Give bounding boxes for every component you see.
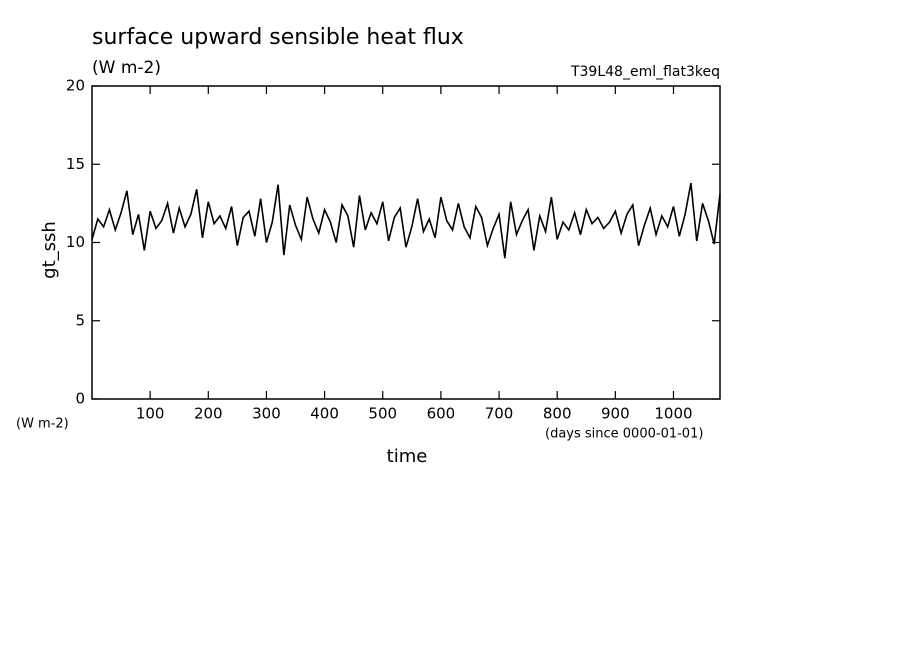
- chart-title: surface upward sensible heat flux: [92, 25, 464, 50]
- x-tick-label: 900: [601, 405, 630, 423]
- x-tick-label: 700: [485, 405, 514, 423]
- x-axis-label: time: [387, 446, 428, 467]
- data-line: [91, 182, 721, 259]
- x-tick-label: 400: [310, 405, 339, 423]
- y-tick-label: 5: [75, 311, 85, 329]
- y-tick-label: 15: [66, 155, 85, 173]
- x-tick-label: 1000: [654, 405, 692, 423]
- x-tick-label: 500: [368, 405, 397, 423]
- x-tick-label: 100: [136, 405, 165, 423]
- y-unit-label: (W m-2): [16, 417, 69, 432]
- y-axis-label: gt_ssh: [39, 221, 60, 279]
- x-tick-label: 800: [543, 405, 572, 423]
- y-tick-label: 0: [75, 390, 85, 408]
- x-tick-label: 600: [427, 405, 456, 423]
- annotation: T39L48_eml_flat3keq: [570, 64, 720, 80]
- x-tick-label: 200: [194, 405, 223, 423]
- chart-subtitle: (W m-2): [92, 58, 161, 78]
- y-tick-label: 10: [66, 233, 85, 251]
- y-tick-label: 20: [66, 77, 85, 95]
- x-unit-label: (days since 0000-01-01): [545, 427, 703, 442]
- x-tick-label: 300: [252, 405, 281, 423]
